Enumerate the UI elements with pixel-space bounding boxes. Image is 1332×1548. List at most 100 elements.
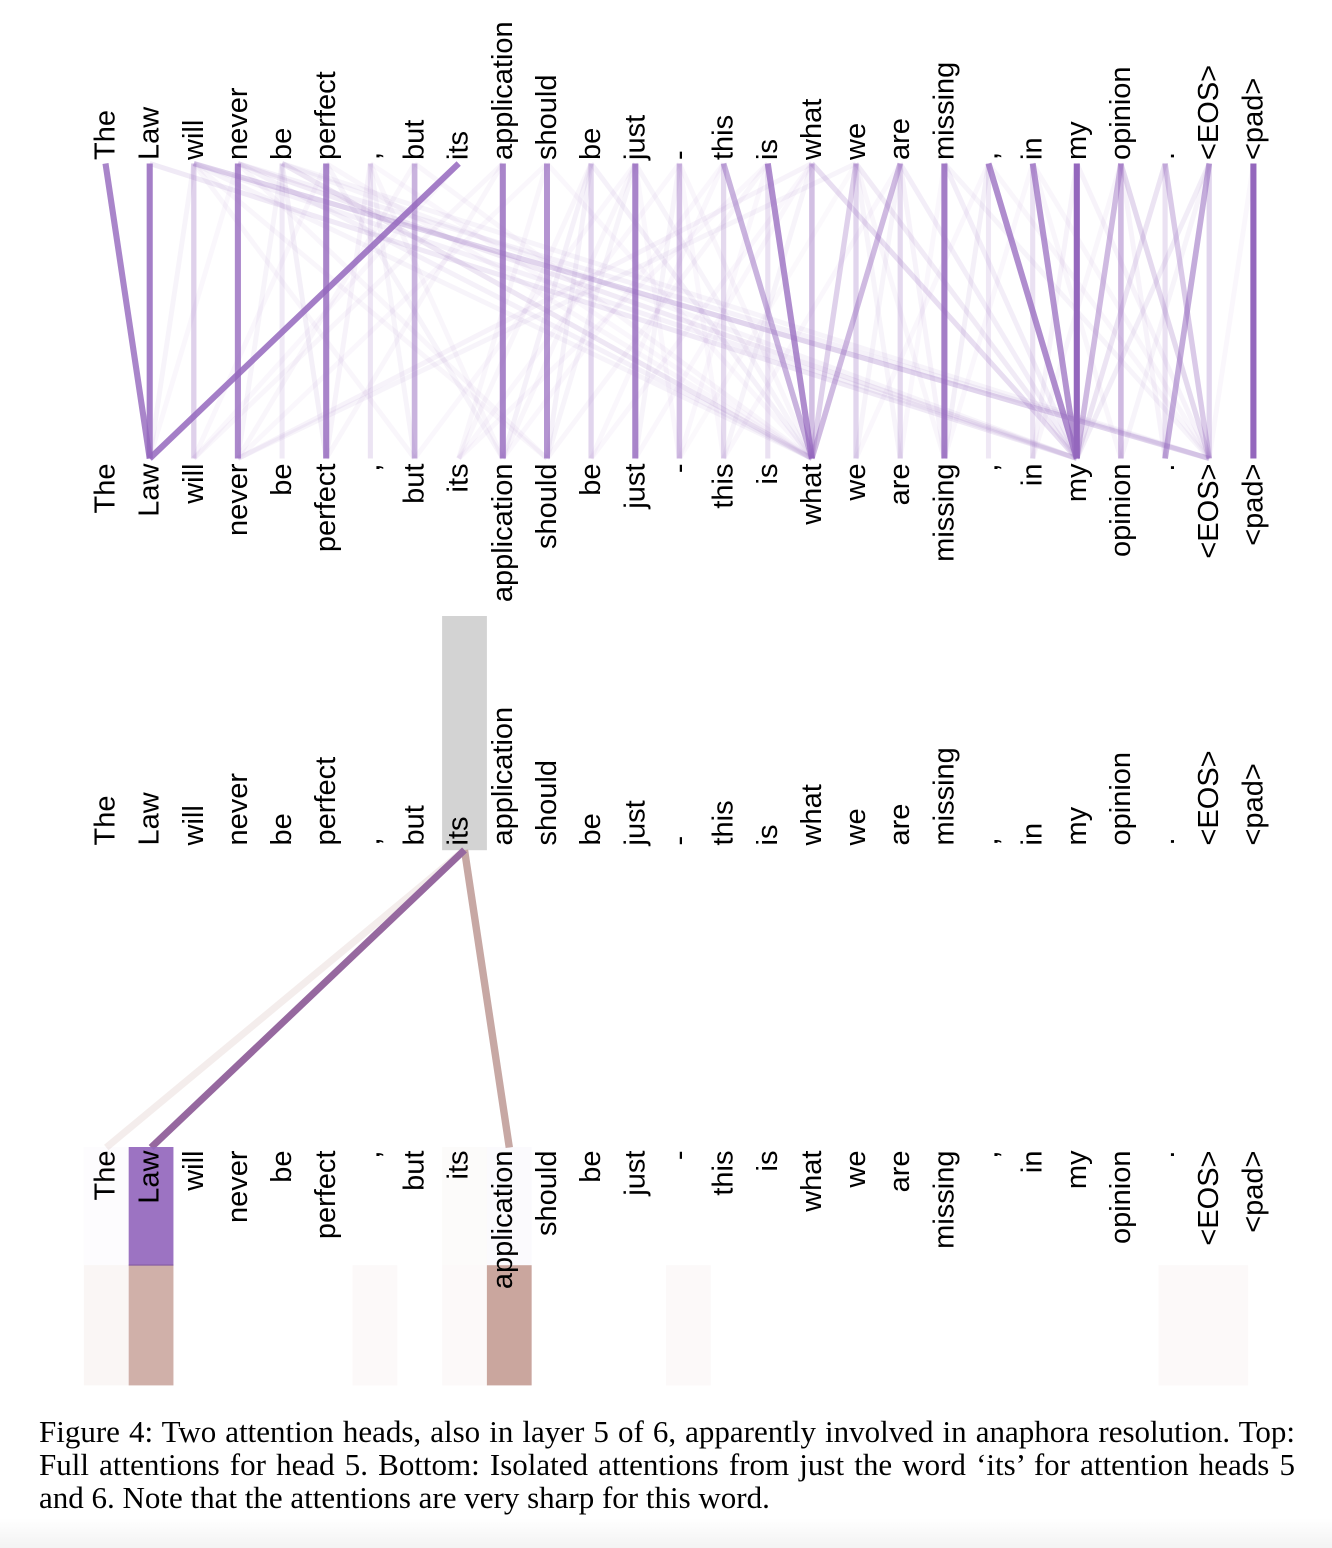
svg-text:-: - [663,150,695,160]
svg-text:never: never [222,463,254,536]
svg-text:never: never [222,1150,254,1223]
svg-text:application: application [487,1151,519,1290]
svg-text:,: , [354,837,386,845]
svg-text:in: in [1017,1151,1049,1174]
svg-text:missing: missing [928,464,960,562]
svg-text:will: will [178,805,210,846]
svg-text:are: are [884,464,916,506]
svg-text:,: , [973,464,1005,472]
svg-text:be: be [575,128,607,160]
svg-text:<pad>: <pad> [1237,763,1269,845]
svg-text:its: its [443,464,475,493]
svg-text:this: this [708,115,740,160]
svg-text:The: The [90,796,122,846]
svg-text:opinion: opinion [1105,1151,1137,1245]
svg-text:perfect: perfect [310,71,342,160]
svg-text:just: just [619,800,651,846]
svg-text:be: be [266,813,298,845]
svg-text:are: are [884,804,916,846]
svg-text:is: is [752,139,784,160]
svg-text:we: we [840,123,872,161]
svg-text:just: just [619,464,651,510]
svg-text:,: , [973,152,1005,160]
svg-text:application: application [487,464,519,603]
svg-text:Law: Law [134,106,166,160]
svg-text:missing: missing [928,62,960,160]
svg-text:we: we [840,464,872,502]
svg-text:are: are [884,1151,916,1193]
svg-text:we: we [840,1151,872,1189]
svg-text:.: . [1149,1151,1181,1159]
svg-text:should: should [531,464,563,549]
svg-text:but: but [399,120,431,160]
svg-text:The: The [90,110,122,160]
svg-text:is: is [752,825,784,846]
svg-text:this: this [708,1151,740,1196]
svg-text:but: but [399,805,431,845]
svg-text:,: , [973,1151,1005,1159]
svg-text:be: be [266,464,298,496]
svg-text:be: be [266,128,298,160]
svg-text:<EOS>: <EOS> [1193,1151,1225,1246]
svg-text:what: what [796,464,828,526]
svg-text:this: this [708,800,740,845]
svg-text:we: we [840,808,872,846]
svg-text:,: , [354,1151,386,1159]
svg-text:<pad>: <pad> [1237,78,1269,160]
svg-text:<EOS>: <EOS> [1193,750,1225,845]
svg-text:application: application [487,707,519,846]
svg-text:Law: Law [134,791,166,845]
svg-text:.: . [1149,837,1181,845]
svg-text:be: be [266,1151,298,1183]
svg-text:be: be [575,813,607,845]
svg-text:-: - [663,836,695,846]
svg-text:will: will [178,1151,210,1192]
svg-text:what: what [796,784,828,846]
svg-text:<EOS>: <EOS> [1193,65,1225,160]
svg-text:perfect: perfect [310,1151,342,1240]
svg-text:be: be [575,464,607,496]
svg-text:my: my [1061,121,1093,160]
svg-text:,: , [354,464,386,472]
svg-text:missing: missing [928,1151,960,1249]
svg-text:-: - [663,464,695,474]
svg-text:what: what [796,1151,828,1213]
svg-text:should: should [531,75,563,160]
svg-text:should: should [531,760,563,845]
svg-text:be: be [575,1151,607,1183]
svg-text:The: The [90,1151,122,1201]
svg-text:-: - [663,1151,695,1161]
svg-text:missing: missing [928,747,960,845]
svg-text:my: my [1061,463,1093,502]
svg-text:perfect: perfect [310,757,342,846]
svg-text:its: its [443,1151,475,1180]
svg-text:perfect: perfect [310,464,342,553]
svg-text:application: application [487,21,519,160]
svg-text:<pad>: <pad> [1237,464,1269,546]
svg-text:opinion: opinion [1105,464,1137,558]
svg-text:but: but [399,464,431,504]
svg-text:will: will [178,464,210,505]
svg-text:Law: Law [134,1149,166,1203]
svg-text:.: . [1149,152,1181,160]
svg-text:just: just [619,115,651,161]
svg-text:what: what [796,99,828,161]
svg-text:will: will [178,120,210,161]
svg-text:never: never [222,87,254,160]
svg-text:,: , [973,837,1005,845]
svg-text:opinion: opinion [1105,752,1137,846]
svg-text:in: in [1017,137,1049,160]
svg-text:opinion: opinion [1105,66,1137,160]
svg-text:its: its [443,817,475,846]
svg-text:should: should [531,1151,563,1236]
svg-text:is: is [752,464,784,485]
svg-text:in: in [1017,464,1049,487]
svg-text:are: are [884,118,916,160]
svg-text:its: its [443,131,475,160]
svg-text:is: is [752,1151,784,1172]
svg-text:.: . [1149,464,1181,472]
svg-text:,: , [354,152,386,160]
svg-text:<pad>: <pad> [1237,1151,1269,1233]
svg-text:never: never [222,773,254,846]
svg-text:this: this [708,464,740,509]
